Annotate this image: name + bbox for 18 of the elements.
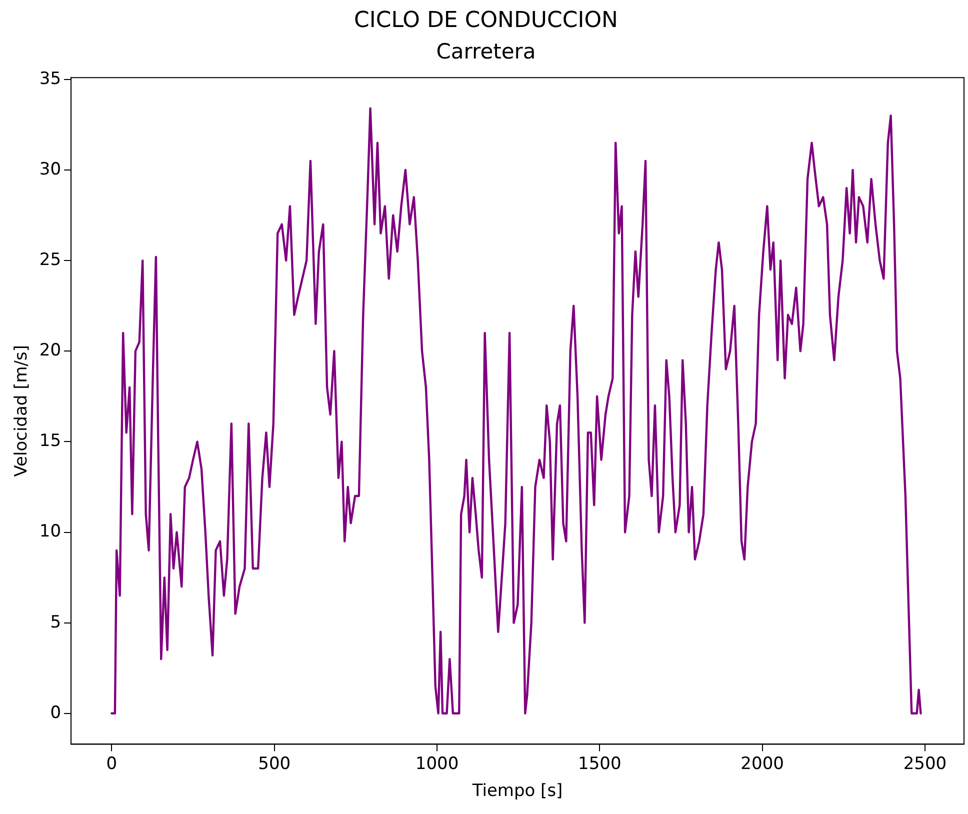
x-tick-label: 1000 <box>415 754 459 774</box>
x-axis-title: Tiempo [s] <box>471 781 563 802</box>
x-tick-label: 2500 <box>903 754 947 774</box>
y-tick-label: 30 <box>39 159 62 180</box>
x-tick-label: 1500 <box>578 754 622 774</box>
y-tick-label: 20 <box>39 340 62 361</box>
y-axis-title: Velocidad [m/s] <box>12 345 32 477</box>
y-tick-label: 35 <box>39 68 62 89</box>
y-tick-label: 0 <box>50 702 62 723</box>
y-tick-label: 25 <box>39 250 62 270</box>
chart-subtitle: Carretera <box>436 39 536 64</box>
chart-title: CICLO DE CONDUCCION <box>354 8 618 33</box>
x-tick-label: 0 <box>106 754 118 774</box>
y-tick-label: 15 <box>39 431 62 452</box>
x-tick-label: 500 <box>258 754 291 774</box>
y-tick-label: 10 <box>39 522 62 542</box>
y-tick-label: 5 <box>50 612 62 632</box>
x-tick-label: 2000 <box>740 754 784 774</box>
